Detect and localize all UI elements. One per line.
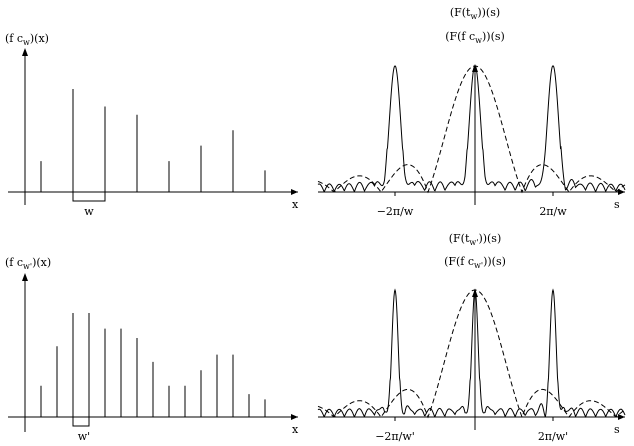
top-right-tick-neg-label: −2π/w	[377, 205, 414, 218]
bottom-right-label-1: (F(tw'))(s)	[449, 232, 502, 247]
bottom-left-x-label: x	[292, 423, 299, 436]
top-left-samples	[40, 89, 266, 192]
top-left-y-arrow	[22, 48, 28, 56]
bottom-right-tick-neg-label: −2π/w'	[375, 430, 415, 443]
top-right-tick-pos-label: 2π/w	[539, 205, 567, 218]
top-left-plot: w x (f cw)(x)	[5, 32, 299, 218]
top-right-x-arrow	[618, 189, 625, 195]
bottom-left-y-arrow	[22, 273, 28, 281]
bottom-right-x-label: s	[614, 423, 620, 436]
bottom-left-plot: w' x (f cw')(x)	[5, 256, 299, 443]
top-right-label-2: (F(f cw))(s)	[445, 30, 505, 45]
bottom-right-tick-pos-label: 2π/w'	[538, 430, 568, 443]
bottom-right-y-arrow	[472, 289, 478, 297]
bottom-left-x-arrow	[291, 414, 298, 420]
bottom-left-samples	[40, 313, 266, 417]
top-left-window-box	[72, 191, 106, 202]
bottom-right-x-arrow	[618, 414, 625, 420]
top-right-envelope-curve	[317, 65, 626, 194]
top-right-plot: −2π/w 2π/w s (F(tw))(s) (F(f cw))(s)	[317, 6, 626, 218]
bottom-right-label-2: (F(f cw'))(s)	[444, 255, 506, 270]
top-left-y-label: (f cw)(x)	[5, 32, 49, 47]
top-right-x-label: s	[614, 198, 620, 211]
top-left-x-arrow	[291, 189, 298, 195]
bottom-right-plot: −2π/w' 2π/w' s (F(tw'))(s) (F(f cw'))(s)	[317, 232, 626, 443]
top-left-x-label: x	[292, 198, 299, 211]
top-right-label-1: (F(tw))(s)	[450, 6, 500, 21]
bottom-left-y-label: (f cw')(x)	[5, 256, 51, 271]
top-left-window-label: w	[84, 205, 94, 218]
bottom-right-spectrum-curve	[317, 288, 626, 418]
bottom-left-window-box	[72, 416, 90, 427]
bottom-left-window-label: w'	[78, 430, 90, 443]
top-right-spectrum-curve	[317, 65, 626, 193]
